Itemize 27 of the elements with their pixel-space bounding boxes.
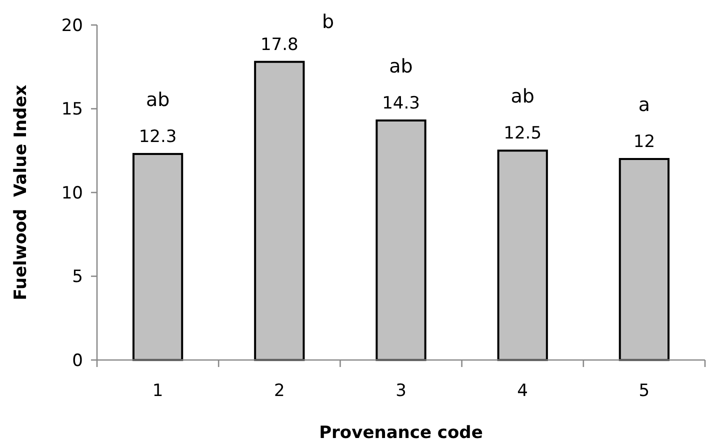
- x-tick-label: 1: [152, 381, 164, 401]
- y-axis-title: Fuelwood Value Index: [11, 84, 31, 300]
- y-tick-label: 5: [72, 267, 83, 288]
- y-tick-label: 20: [61, 16, 83, 36]
- data-label: 17.8: [260, 34, 298, 55]
- data-label: 12.3: [138, 126, 177, 147]
- bar: [376, 119, 426, 361]
- annotation: ab: [146, 88, 170, 111]
- x-tick-label: 2: [274, 381, 285, 401]
- y-tick-label: 10: [61, 183, 83, 204]
- annotation: a: [638, 94, 650, 116]
- x-axis-title: Provenance code: [319, 423, 483, 443]
- bar: [618, 158, 670, 361]
- y-tick-label: 15: [61, 100, 83, 120]
- data-label: 14.3: [382, 93, 420, 114]
- bar: [497, 150, 548, 361]
- annotation: ab: [510, 86, 534, 108]
- data-label: 12: [633, 132, 656, 152]
- annotation: ab: [389, 55, 413, 78]
- annotation: b: [322, 10, 334, 33]
- x-tick-label: 4: [517, 381, 528, 401]
- y-tick-label: 0: [72, 350, 83, 371]
- data-label: 12.5: [504, 124, 542, 144]
- bar: [132, 152, 184, 361]
- x-tick-label: 5: [638, 381, 650, 401]
- bar: [254, 60, 305, 361]
- x-tick-label: 3: [396, 381, 406, 401]
